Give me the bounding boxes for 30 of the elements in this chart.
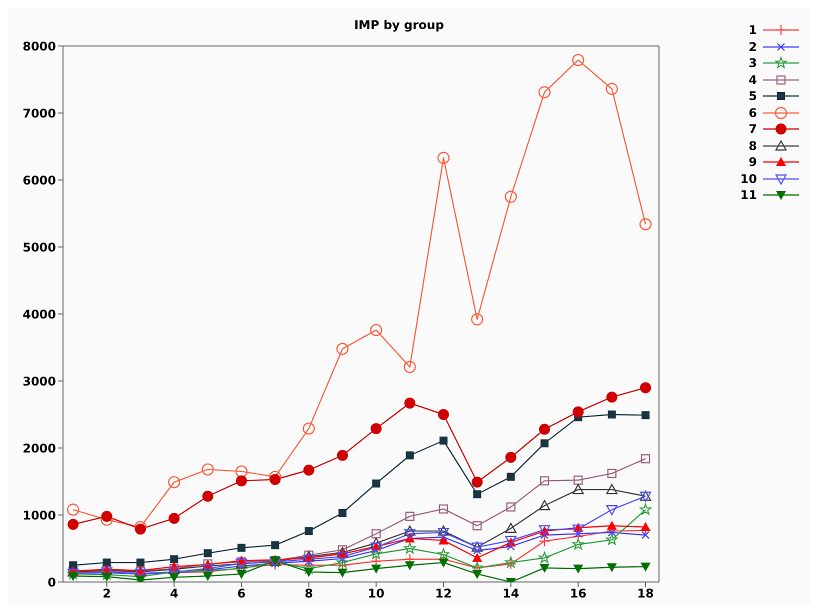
legend-label: 8	[748, 138, 757, 153]
legend-label: 5	[748, 89, 757, 104]
x-tick-label: 18	[637, 586, 654, 601]
x-tick-label: 6	[237, 586, 246, 601]
legend-label: 7	[748, 122, 757, 136]
legend-label: 6	[748, 106, 757, 120]
y-tick-label: 3000	[22, 374, 56, 388]
legend-label: 3	[748, 56, 757, 70]
chart-title: IMP by group	[353, 18, 445, 32]
y-tick-label: 0	[48, 575, 56, 590]
y-tick-label: 8000	[22, 39, 56, 54]
y-tick-label: 2000	[22, 441, 56, 456]
legend-label: 10	[739, 172, 757, 186]
y-tick-label: 5000	[22, 240, 56, 254]
y-tick-label: 7000	[22, 106, 56, 120]
y-tick-label: 4000	[22, 307, 56, 322]
x-tick-label: 2	[102, 586, 111, 601]
y-tick-label: 1000	[22, 508, 56, 522]
x-tick-label: 16	[570, 586, 587, 601]
legend-label: 1	[748, 23, 757, 38]
legend-label: 9	[748, 155, 757, 170]
legend-label: 2	[748, 40, 757, 54]
legend-label: 11	[739, 188, 757, 202]
x-tick-label: 12	[435, 586, 452, 601]
x-tick-label: 4	[170, 586, 178, 601]
legend-label: 4	[748, 72, 757, 87]
x-tick-label: 10	[368, 586, 385, 601]
y-tick-label: 6000	[22, 173, 56, 188]
x-tick-label: 8	[304, 586, 313, 601]
x-tick-label: 14	[502, 586, 520, 601]
